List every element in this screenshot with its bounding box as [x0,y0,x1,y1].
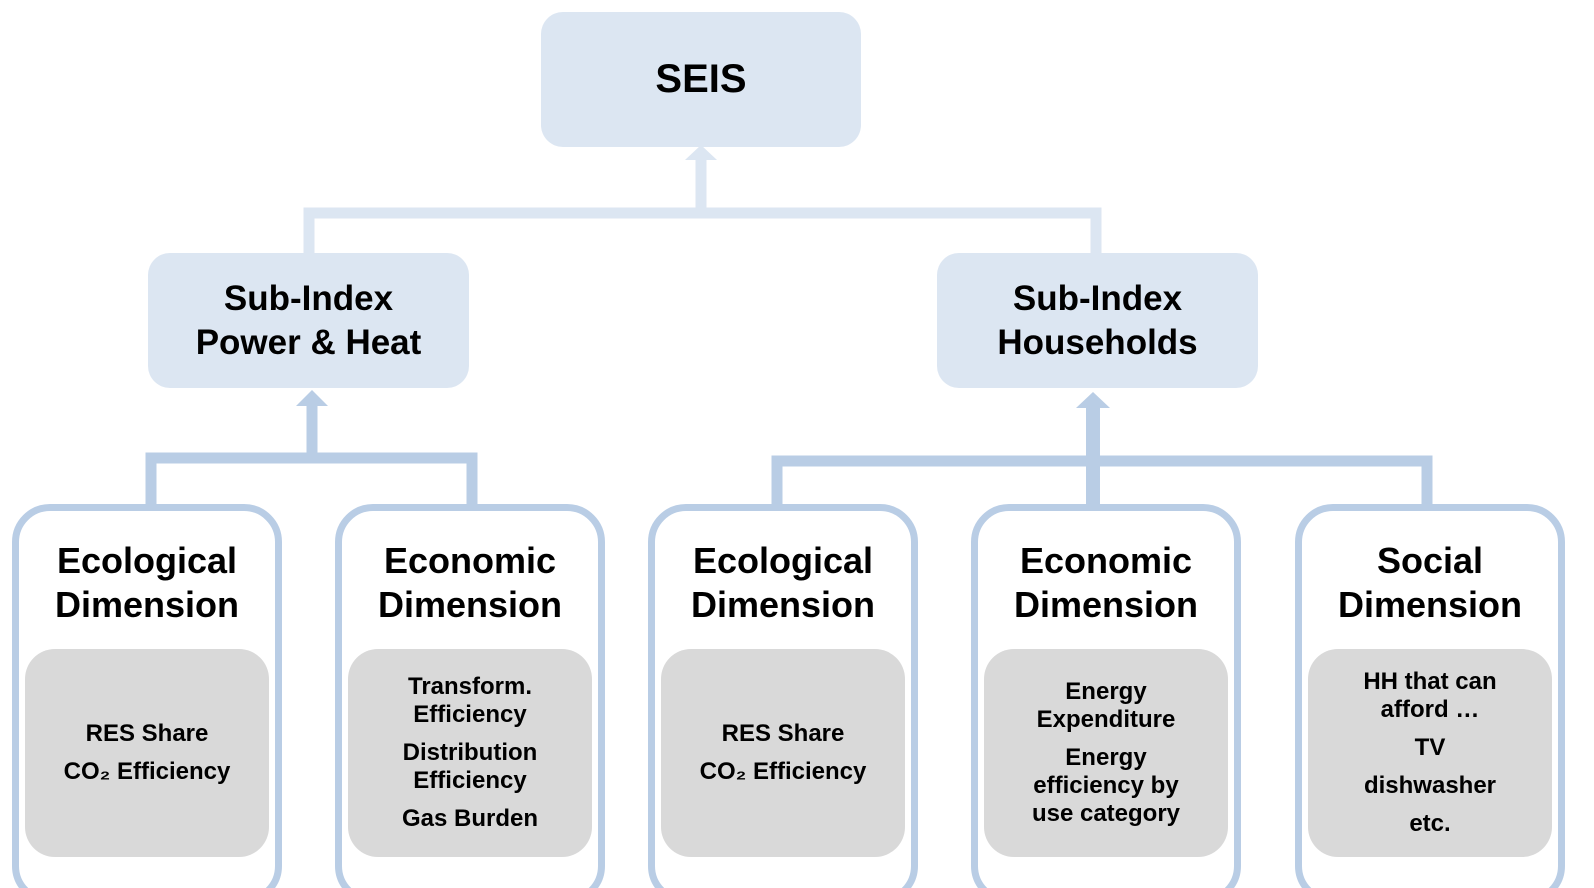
root-box: SEIS [541,12,861,147]
indicator-label: TV [1414,734,1446,761]
indicator-label: efficiency by [1033,772,1179,799]
indicator-box: RES Share CO₂ Efficiency [25,649,269,857]
indicator: Distribution Efficiency [403,739,538,795]
dimension-title: Dimension [690,584,876,625]
dimension-box: Social Dimension HH that can afford … TV dish… [1295,504,1565,888]
indicator-box: HH that can afford … TV dishwasher etc. [1308,649,1552,857]
indicator-label: Transform. [407,673,533,700]
arrowhead [296,390,328,406]
indicator: Gas Burden [402,805,538,833]
indicator: RES Share [722,720,845,748]
dimension-title: Economic [383,540,557,581]
sub-index-box: Sub-Index Households [937,253,1258,388]
indicator-label: Efficiency [413,701,527,728]
indicator: RES Share [86,720,209,748]
indicator-label: Efficiency [413,767,527,794]
dimension-title: Economic [1019,540,1193,581]
dimension-title: Ecological [56,540,238,581]
indicator-box: RES Share CO₂ Efficiency [661,649,905,857]
indicator-label: RES Share [721,720,845,747]
dimension-title: Dimension [377,584,563,625]
indicator: etc. [1409,810,1450,838]
sub-index-label: Sub-Index [1012,278,1183,318]
indicator-label: etc. [1409,810,1451,837]
connector [145,452,478,508]
indicator: Energy efficiency by use category [1032,744,1180,828]
dimension-title: Dimension [54,584,240,625]
dimension-box: Economic Dimension Energy Expenditure Energy… [971,504,1241,888]
sub-index-box: Sub-Index Power & Heat [148,253,469,388]
indicator-label: Gas Burden [401,805,539,832]
dimension-title: Social [1376,540,1484,581]
indicator-label: CO₂ Efficiency [699,758,867,785]
indicator-label: Energy [1065,678,1147,705]
dimension-box: Ecological Dimension RES Share CO₂ Efficien… [648,504,918,888]
indicator-label: afford … [1380,696,1480,723]
arrowhead [685,145,717,160]
dimension-title: Dimension [1013,584,1199,625]
indicator: Energy Expenditure [1037,678,1176,734]
indicator-label: CO₂ Efficiency [63,758,231,785]
indicator: CO₂ Efficiency [700,758,867,786]
sub-index-label: Households [997,322,1198,362]
connector [771,455,1433,508]
dimension-title: Ecological [692,540,874,581]
indicator-label: use category [1031,800,1181,827]
indicator: HH that can afford … [1363,668,1496,724]
indicator-label: Energy [1065,744,1147,771]
arrowhead [1076,392,1110,408]
dimension-box: Ecological Dimension RES Share CO₂ Efficien… [12,504,282,888]
indicator-label: Expenditure [1036,706,1176,733]
indicator-label: Distribution [402,739,538,766]
indicator: TV [1415,734,1446,762]
dimension-box: Economic Dimension Transform. Efficiency Dis… [335,504,605,888]
indicator-label: RES Share [85,720,209,747]
indicator: dishwasher [1364,772,1496,800]
indicator-label: HH that can [1363,668,1497,695]
indicator: Transform. Efficiency [408,673,532,729]
indicator-label: dishwasher [1363,772,1497,799]
indicator-box: Energy Expenditure Energy efficiency by use … [984,649,1228,857]
indicator: CO₂ Efficiency [64,758,231,786]
sub-index-label: Sub-Index [223,278,394,318]
indicator-box: Transform. Efficiency Distribution Efficien… [348,649,592,857]
dimension-title: Dimension [1337,584,1523,625]
sub-index-label: Power & Heat [195,322,422,362]
connector [303,207,1102,254]
root-label: SEIS [655,57,747,101]
